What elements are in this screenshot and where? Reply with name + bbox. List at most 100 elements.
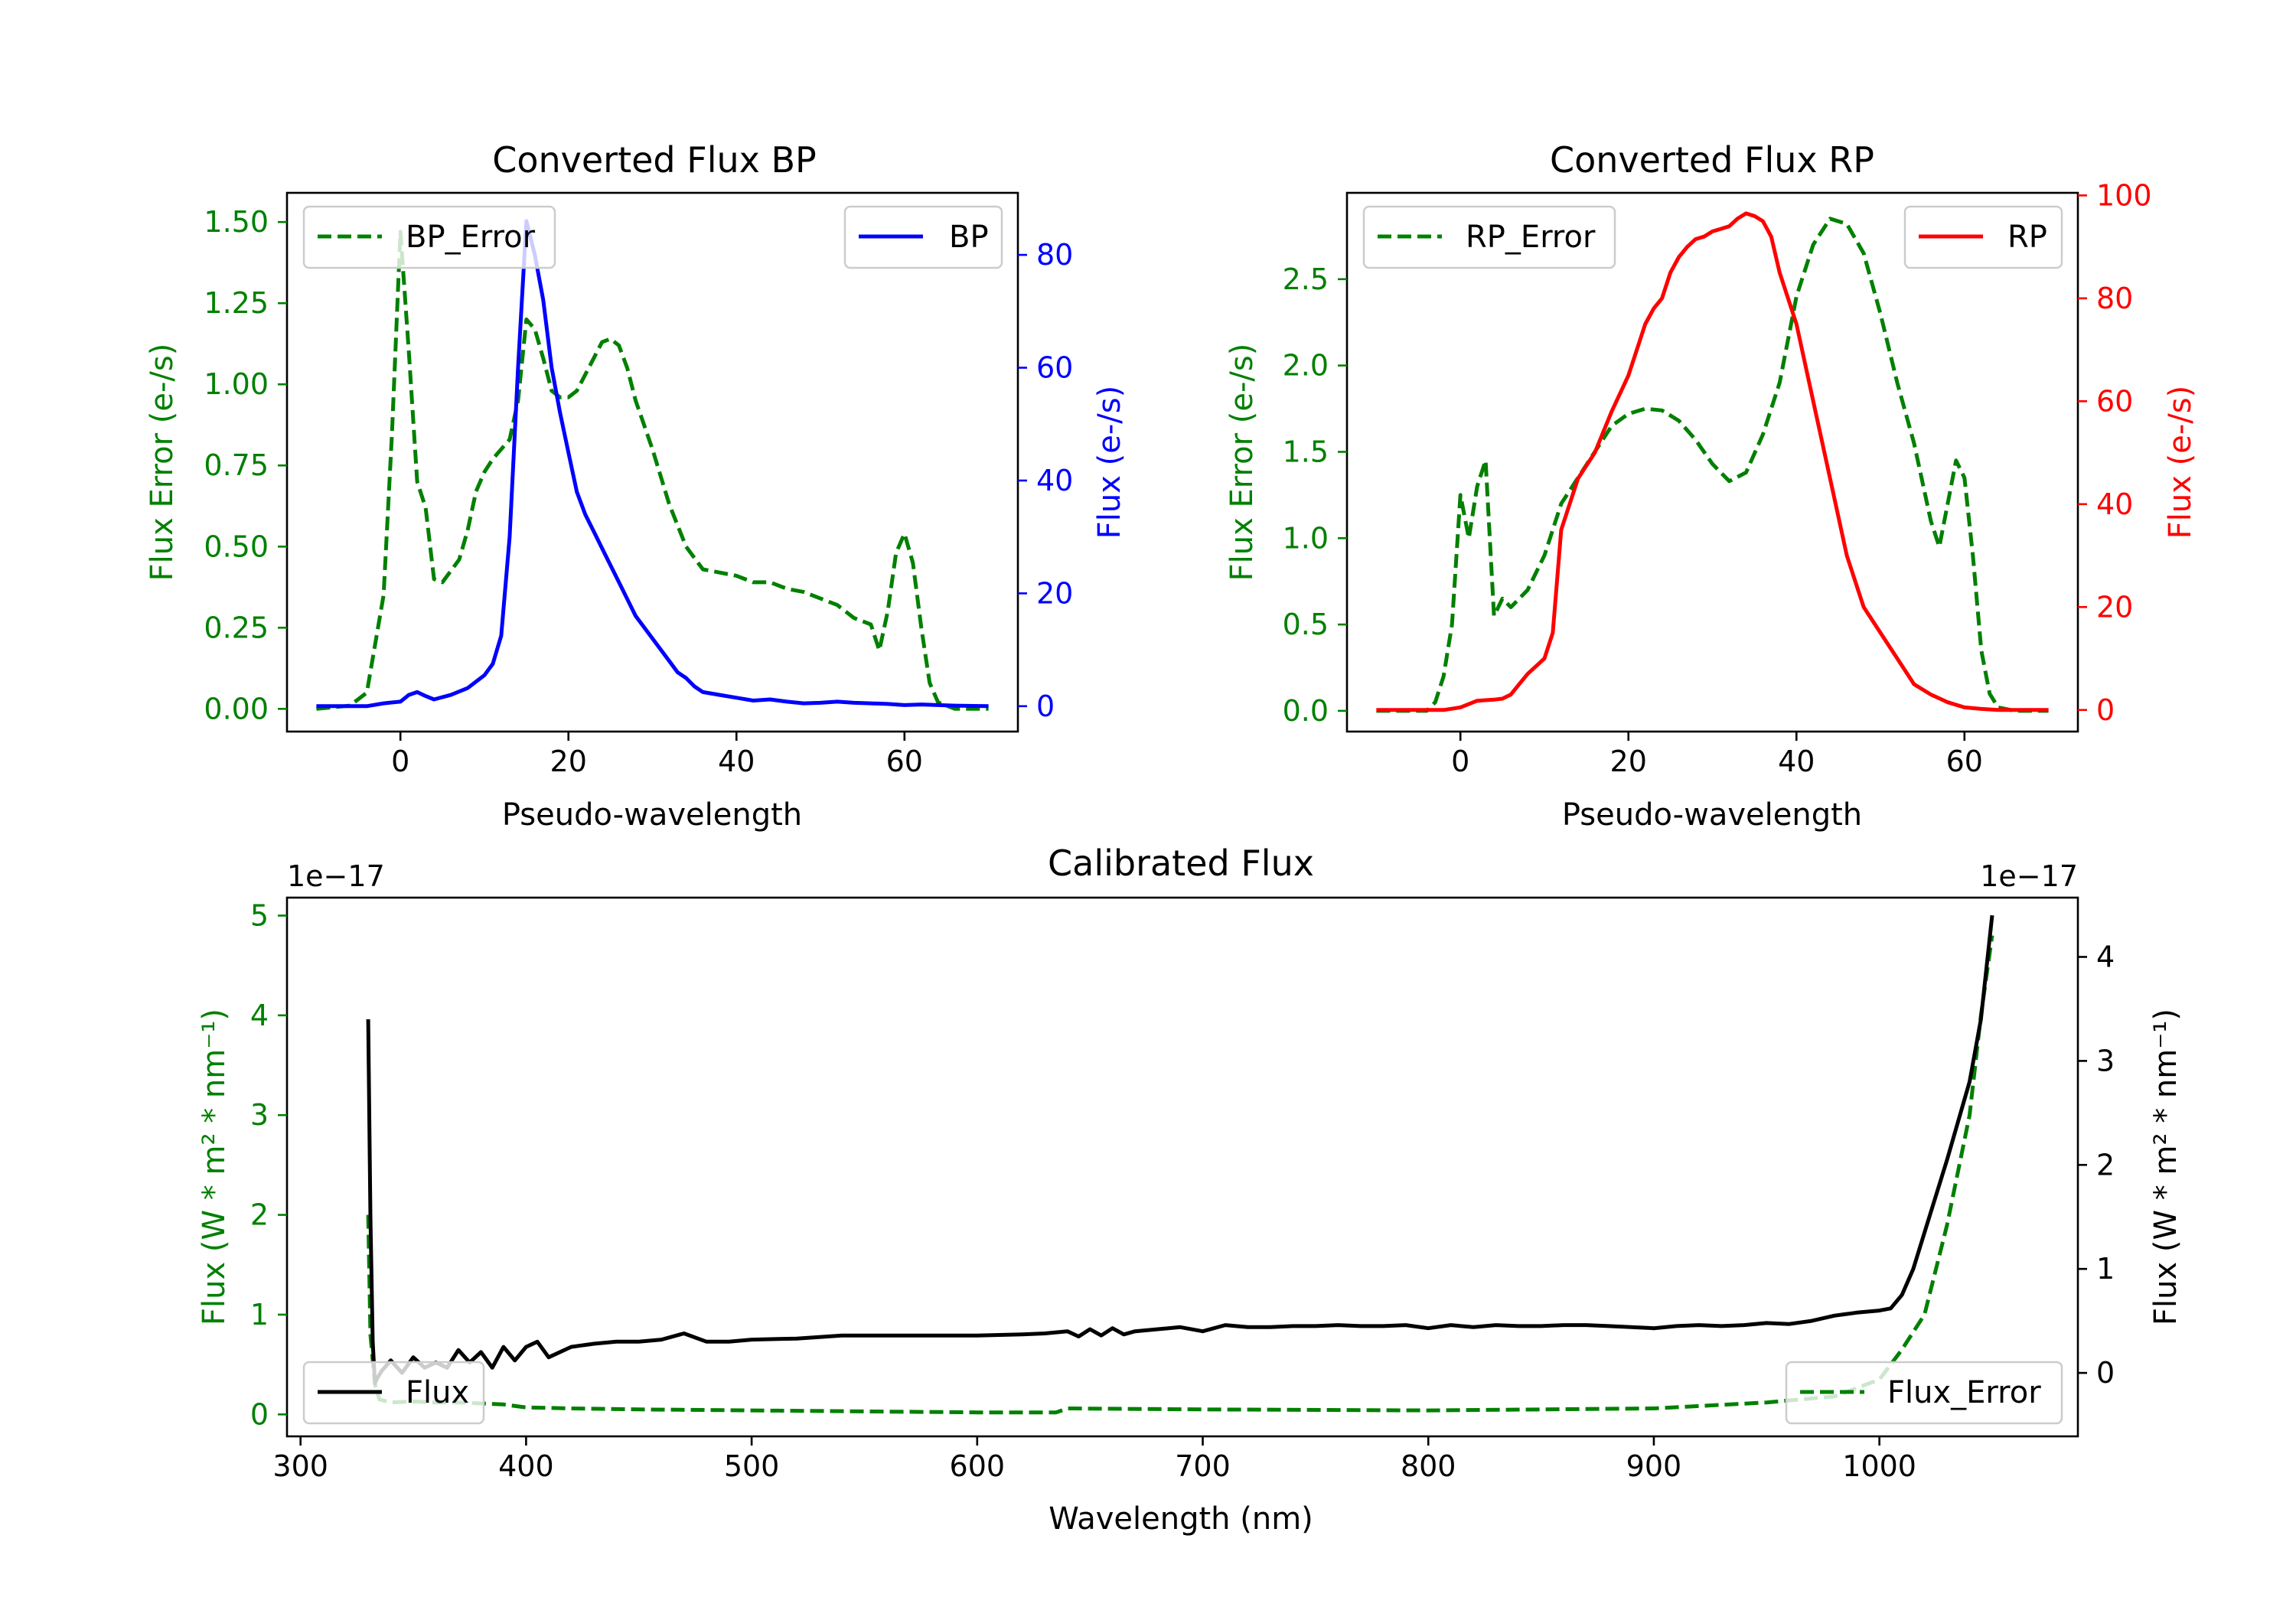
bp-plot-area xyxy=(316,219,989,711)
cal-left-ticks: 0 1 2 3 4 5 xyxy=(250,898,287,1431)
rp-right-tick-label: 60 xyxy=(2096,384,2133,418)
cal-right-tick-label: 3 xyxy=(2096,1044,2115,1077)
rp-legend-left[interactable]: RP_Error xyxy=(1362,205,1616,269)
calibrated-panel: Calibrated Flux 1e−17 1e−17 300 400 500 600… xyxy=(197,843,2183,1537)
rp-x-label: Pseudo-wavelength xyxy=(1562,797,1862,833)
rp-right-label: Flux (e-/s) xyxy=(2163,386,2198,539)
cal-title: Calibrated Flux xyxy=(1048,843,1314,884)
rp-right-tick-label: 80 xyxy=(2096,282,2133,315)
bp-right-label: Flux (e-/s) xyxy=(1092,386,1127,539)
bp-legend-bp-label: BP xyxy=(949,220,989,255)
bp-legend-right[interactable]: BP xyxy=(843,205,1003,269)
rp-left-tick-label: 0.5 xyxy=(1283,608,1329,641)
cal-right-tick-label: 0 xyxy=(2096,1356,2115,1390)
bp-left-tick-label: 1.25 xyxy=(204,286,269,320)
cal-left-tick-label: 2 xyxy=(250,1198,269,1232)
bp-legend-left[interactable]: BP_Error xyxy=(302,205,556,269)
bp-x-label: Pseudo-wavelength xyxy=(502,797,802,833)
cal-x-tick-label: 800 xyxy=(1401,1449,1456,1483)
rp-right-ticks: 0 20 40 60 80 100 xyxy=(2078,178,2152,727)
bp-left-tick-label: 0.75 xyxy=(204,448,269,482)
cal-legend-right-box xyxy=(1785,1361,2063,1425)
bp-right-tick-label: 60 xyxy=(1036,351,1073,385)
rp-left-tick-label: 2.0 xyxy=(1283,349,1329,383)
rp-right-tick-label: 40 xyxy=(2096,487,2133,521)
rp-title: Converted Flux RP xyxy=(1550,139,1874,181)
rp-legend-error-label: RP_Error xyxy=(1466,220,1596,255)
cal-x-tick-label: 400 xyxy=(498,1449,554,1483)
rp-x-tick-label: 20 xyxy=(1610,745,1647,778)
bp-right-tick-label: 0 xyxy=(1036,689,1055,723)
rp-right-tick-label: 100 xyxy=(2096,178,2152,212)
bp-left-tick-label: 0.50 xyxy=(204,530,269,563)
rp-legend-right-box xyxy=(1903,205,2063,269)
cal-x-ticks: 300 400 500 600 700 800 900 1000 xyxy=(272,1436,1916,1483)
rp-legend-right[interactable]: RP xyxy=(1903,205,2063,269)
cal-legend-left-box xyxy=(302,1361,485,1425)
bp-x-tick-label: 20 xyxy=(550,745,587,778)
cal-x-tick-label: 300 xyxy=(272,1449,328,1483)
cal-left-tick-label: 3 xyxy=(250,1098,269,1132)
bp-x-tick-label: 0 xyxy=(391,745,409,778)
cal-right-tick-label: 2 xyxy=(2096,1148,2115,1182)
bp-title: Converted Flux BP xyxy=(492,139,817,181)
cal-left-label: Flux (W * m² * nm⁻¹) xyxy=(197,1009,232,1325)
cal-legend-right[interactable]: Flux_Error xyxy=(1785,1361,2063,1425)
rp-left-tick-label: 1.0 xyxy=(1283,521,1329,555)
rp-left-tick-label: 1.5 xyxy=(1283,435,1329,468)
cal-series-flux-error-line xyxy=(366,935,1994,1415)
bp-legend-left-box xyxy=(302,205,556,269)
cal-x-tick-label: 500 xyxy=(724,1449,780,1483)
rp-left-label: Flux Error (e-/s) xyxy=(1225,344,1260,582)
cal-plot-area xyxy=(366,914,1994,1415)
cal-right-exponent: 1e−17 xyxy=(1980,859,2078,893)
bp-left-tick-label: 1.50 xyxy=(204,205,269,239)
bp-left-tick-label: 0.25 xyxy=(204,611,269,644)
rp-right-tick-label: 20 xyxy=(2096,590,2133,624)
cal-series-flux-line xyxy=(366,914,1994,1386)
cal-legend-flux-label: Flux xyxy=(406,1375,469,1410)
rp-axes-frame xyxy=(1345,191,2079,733)
bp-right-tick-label: 20 xyxy=(1036,576,1073,610)
bp-left-tick-label: 1.00 xyxy=(204,367,269,401)
cal-left-tick-label: 4 xyxy=(250,999,269,1032)
bp-right-tick-label: 40 xyxy=(1036,464,1073,497)
bp-right-ticks: 0 20 40 60 80 xyxy=(1018,238,1073,723)
bp-panel: Converted Flux BP 0 20 40 60 0.000.250.500.… xyxy=(145,139,1127,833)
rp-left-tick-label: 2.5 xyxy=(1283,262,1329,296)
bp-legend-right-box xyxy=(843,205,1003,269)
rp-series-rp-line xyxy=(1376,211,2049,712)
rp-x-ticks: 0 20 40 60 xyxy=(1451,732,1983,778)
cal-x-tick-label: 700 xyxy=(1175,1449,1231,1483)
bp-legend-error-label: BP_Error xyxy=(406,220,536,255)
rp-x-tick-label: 40 xyxy=(1778,745,1815,778)
rp-right-tick-label: 0 xyxy=(2096,693,2115,727)
cal-right-label: Flux (W * m² * nm⁻¹) xyxy=(2148,1009,2183,1325)
cal-left-tick-label: 0 xyxy=(250,1397,269,1431)
bp-right-tick-label: 80 xyxy=(1036,238,1073,272)
cal-legend-left[interactable]: Flux xyxy=(302,1361,485,1425)
rp-panel: Converted Flux RP 0 20 40 60 0.0 0.5 1.0 1.5 2.… xyxy=(1225,139,2198,833)
cal-left-tick-label: 5 xyxy=(250,898,269,932)
cal-axes-frame xyxy=(285,896,2079,1438)
bp-series-bp-line xyxy=(316,219,989,709)
cal-left-tick-label: 1 xyxy=(250,1298,269,1332)
bp-left-tick-label: 0.00 xyxy=(204,692,269,725)
rp-x-tick-label: 0 xyxy=(1451,745,1469,778)
cal-x-label: Wavelength (nm) xyxy=(1049,1501,1313,1537)
rp-x-tick-label: 60 xyxy=(1946,745,1983,778)
rp-left-tick-label: 0.0 xyxy=(1283,694,1329,728)
cal-x-tick-label: 1000 xyxy=(1842,1449,1916,1483)
bp-left-ticks: 0.00 0.25 0.50 0.75 1.00 1.25 1.50 xyxy=(204,205,287,725)
rp-plot-area xyxy=(1376,211,2049,713)
rp-left-ticks: 0.0 0.5 1.0 1.5 2.0 2.5 xyxy=(1283,262,1347,728)
cal-right-tick-label: 4 xyxy=(2096,940,2115,973)
bp-x-tick-label: 40 xyxy=(718,745,755,778)
bp-series-bp-error-line xyxy=(316,230,989,711)
bp-x-ticks: 0 20 40 60 xyxy=(391,732,923,778)
bp-left-label: Flux Error (e-/s) xyxy=(145,344,180,582)
cal-right-ticks: 0 1 2 3 4 xyxy=(2078,940,2115,1390)
rp-series-rp-error-line xyxy=(1376,217,2049,713)
cal-x-tick-label: 900 xyxy=(1626,1449,1682,1483)
